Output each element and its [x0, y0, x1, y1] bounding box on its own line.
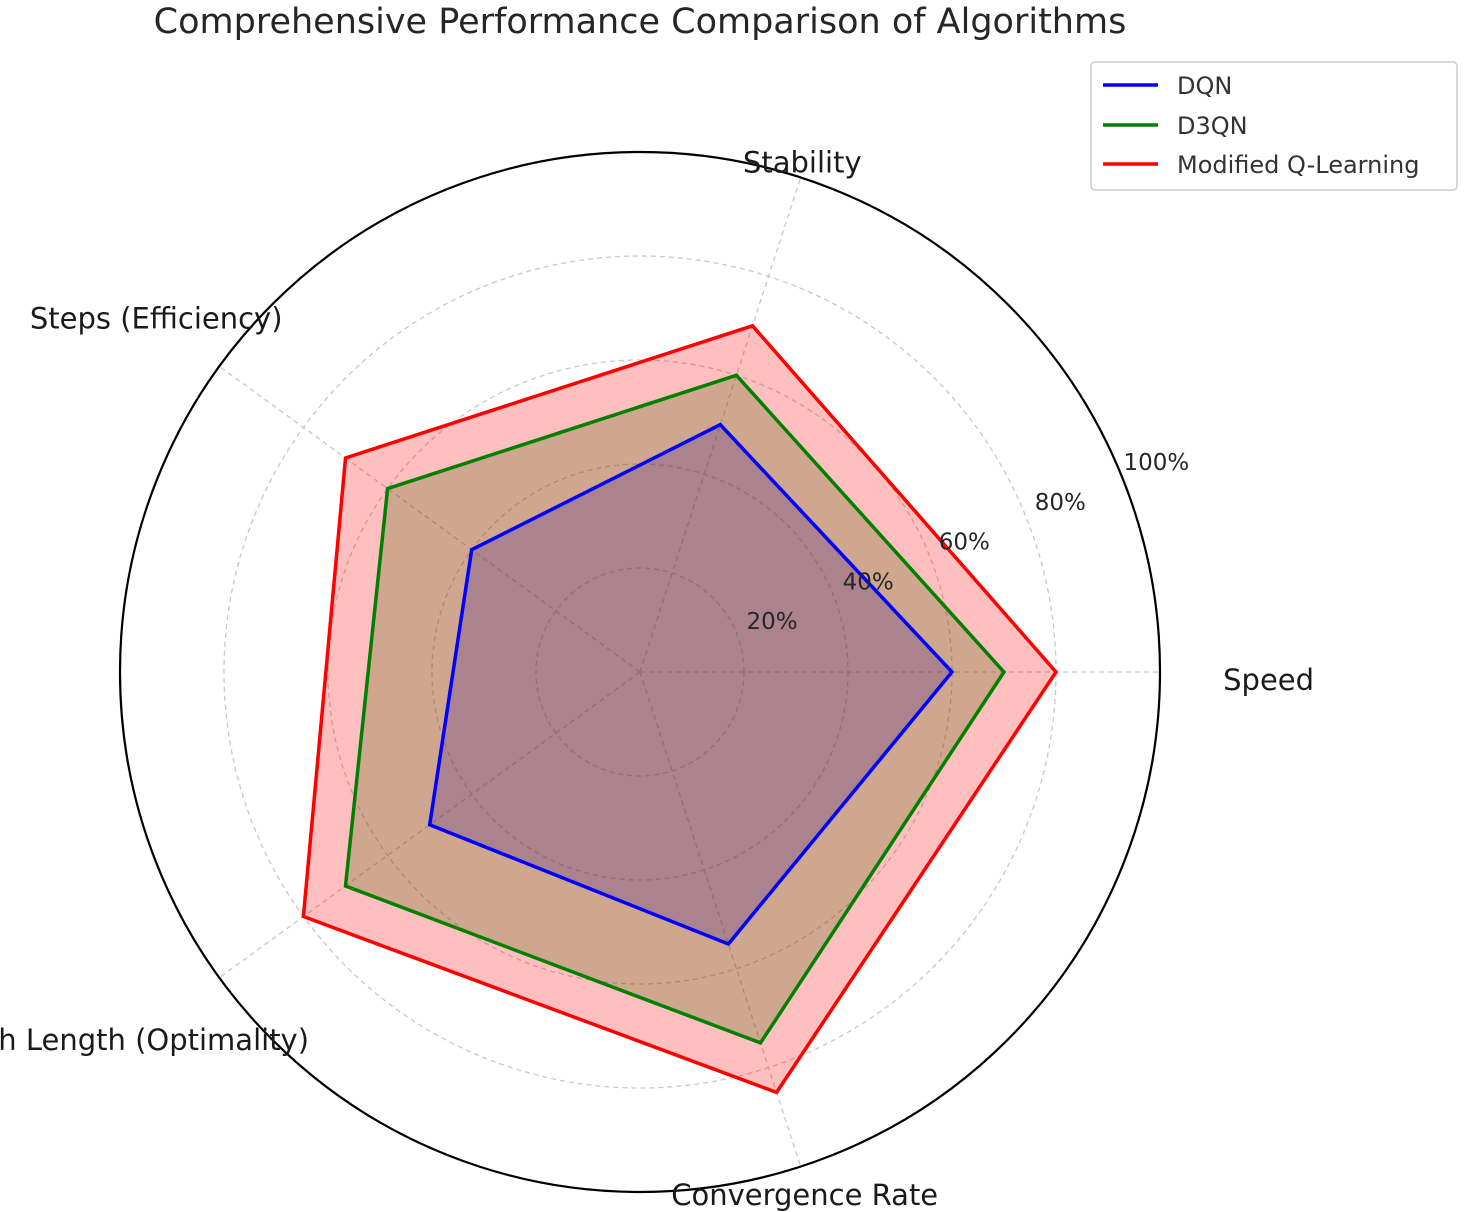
r-tick-label-20: 20% — [747, 609, 798, 635]
r-tick-label-100: 100% — [1124, 450, 1190, 476]
grid-spoke-3 — [218, 671, 641, 979]
category-label-steps-efficiency: Steps (Efficiency) — [30, 302, 283, 336]
angular-grid — [218, 177, 1160, 1167]
series-fill-modified-q-learning — [303, 325, 1056, 1093]
chart-title: Comprehensive Performance Comparison of … — [154, 2, 1127, 42]
r-tick-label-80: 80% — [1035, 490, 1086, 516]
category-label-speed: Speed — [1223, 663, 1314, 697]
legend-label-d3qn: D3QN — [1177, 112, 1248, 140]
category-label-stability: Stability — [743, 146, 862, 180]
outer-boundary — [118, 150, 1162, 1194]
category-label-path-length-optimality: Path Length (Optimality) — [0, 1023, 309, 1057]
series-line-modified-q-learning — [301, 323, 1059, 1095]
category-labels: Speed Stability Steps (Efficiency) Path Len… — [0, 146, 1314, 1212]
legend-label-dqn: DQN — [1177, 72, 1232, 100]
series-fill-dqn — [429, 424, 952, 944]
grid-spoke-2 — [218, 365, 641, 673]
series-fill-d3qn — [345, 375, 1004, 1043]
grid-spoke-4 — [639, 671, 802, 1167]
series-line-d3qn — [343, 373, 1007, 1046]
legend-frame — [1090, 61, 1458, 191]
series-line-dqn — [427, 422, 955, 947]
grid-spoke-1 — [639, 177, 802, 673]
series-layer — [301, 323, 1059, 1095]
legend: DQN D3QN Modified Q-Learning — [1090, 61, 1458, 191]
legend-label-modified-q-learning: Modified Q-Learning — [1177, 151, 1419, 179]
r-tick-label-60: 60% — [939, 530, 990, 556]
radial-tick-labels: 20% 40% 60% 80% 100% — [747, 450, 1190, 635]
r-tick-label-40: 40% — [843, 569, 894, 595]
category-label-convergence-rate: Convergence Rate — [671, 1178, 938, 1212]
